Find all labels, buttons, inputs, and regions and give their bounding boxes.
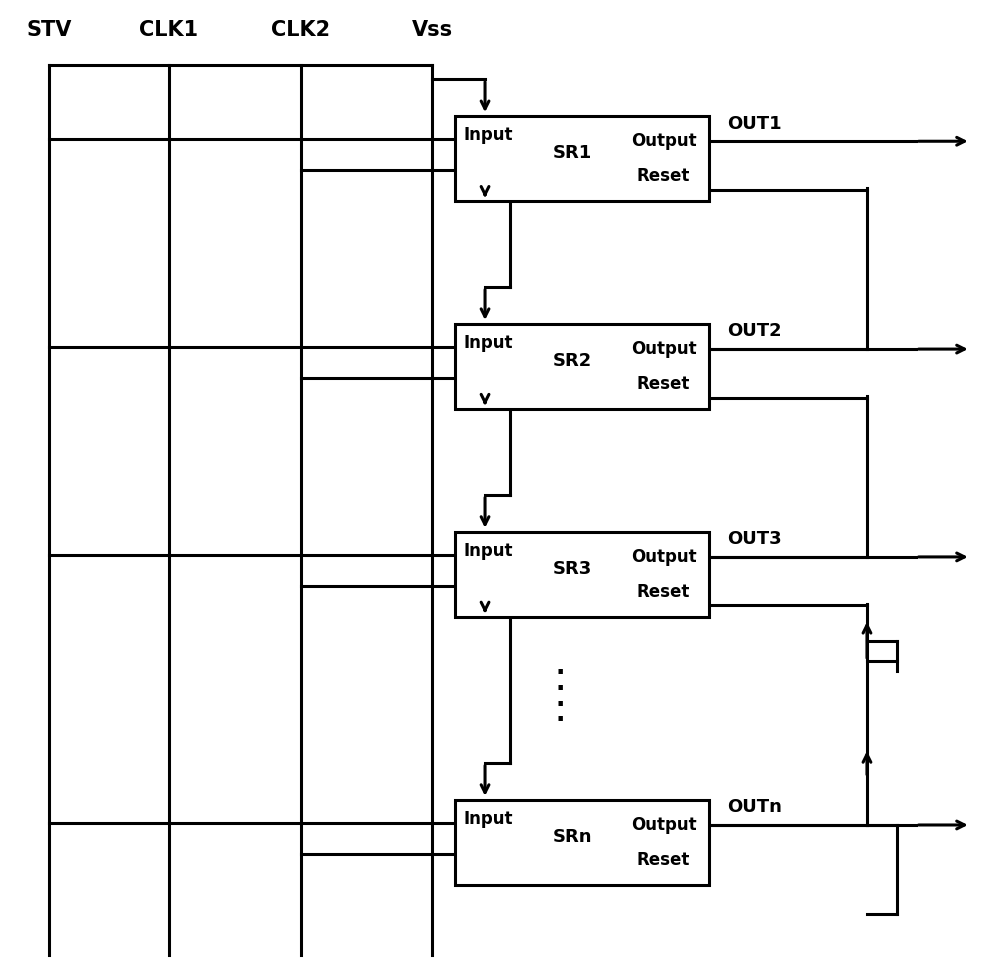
- Text: SRn: SRn: [552, 828, 592, 845]
- Text: Output: Output: [631, 816, 696, 834]
- Text: Input: Input: [463, 810, 513, 828]
- Text: Reset: Reset: [637, 375, 690, 393]
- Text: Input: Input: [463, 543, 513, 560]
- Text: OUT3: OUT3: [727, 530, 782, 548]
- Text: Output: Output: [631, 340, 696, 358]
- Text: CLK2: CLK2: [271, 20, 330, 40]
- Text: SR1: SR1: [552, 144, 592, 162]
- Text: Input: Input: [463, 334, 513, 353]
- Text: .: .: [555, 655, 565, 679]
- Bar: [455, 532, 709, 618]
- Text: OUTn: OUTn: [727, 799, 782, 816]
- Text: STV: STV: [27, 20, 72, 40]
- Text: Output: Output: [631, 132, 696, 150]
- Text: .: .: [555, 702, 565, 727]
- Text: SR3: SR3: [552, 560, 592, 578]
- Text: Vss: Vss: [412, 20, 453, 40]
- Text: .: .: [555, 671, 565, 695]
- Text: OUT1: OUT1: [727, 115, 782, 132]
- Text: SR2: SR2: [552, 352, 592, 370]
- Text: Reset: Reset: [637, 851, 690, 869]
- Text: CLK1: CLK1: [139, 20, 198, 40]
- Text: Input: Input: [463, 127, 513, 144]
- Text: Output: Output: [631, 548, 696, 566]
- Text: .: .: [555, 687, 565, 711]
- Text: Reset: Reset: [637, 582, 690, 601]
- Text: Reset: Reset: [637, 168, 690, 185]
- Bar: [455, 116, 709, 202]
- Bar: [455, 800, 709, 885]
- Text: OUT2: OUT2: [727, 322, 782, 340]
- Bar: [455, 323, 709, 409]
